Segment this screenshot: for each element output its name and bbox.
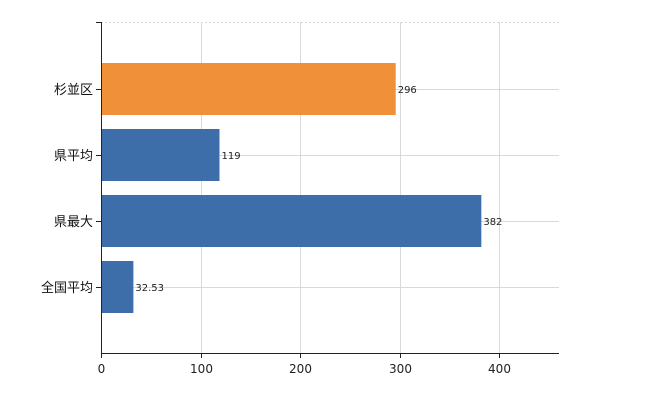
x-tick-label-200: 200 xyxy=(289,362,312,376)
data-label-3: 32.53 xyxy=(135,283,164,294)
x-tick-label-300: 300 xyxy=(389,362,412,376)
category-label-1: 県平均 xyxy=(54,149,93,164)
bar-1 xyxy=(101,129,220,181)
bar-3 xyxy=(101,261,134,313)
data-label-0: 296 xyxy=(398,85,417,96)
data-label-2: 382 xyxy=(483,217,502,228)
x-tick-label-0: 0 xyxy=(98,362,106,376)
x-tick-label-400: 400 xyxy=(488,362,511,376)
category-label-3: 全国平均 xyxy=(41,280,93,296)
bar-0 xyxy=(101,63,396,115)
x-tick-label-100: 100 xyxy=(190,362,213,376)
category-label-0: 杉並区 xyxy=(54,83,93,98)
category-label-2: 県最大 xyxy=(54,215,93,230)
data-label-1: 119 xyxy=(221,151,240,162)
bar-2 xyxy=(101,195,482,247)
